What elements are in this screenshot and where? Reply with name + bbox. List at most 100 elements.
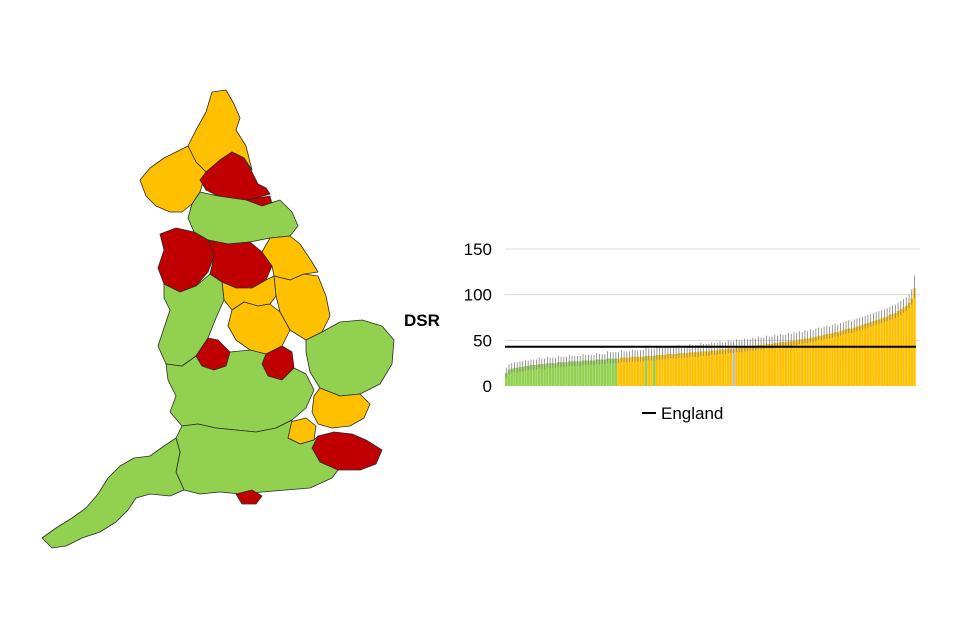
bar <box>584 360 587 386</box>
bar <box>683 353 686 386</box>
bar <box>705 351 708 386</box>
legend-england-label: England <box>661 404 723 423</box>
bar <box>548 363 552 386</box>
bar <box>614 358 618 386</box>
bar <box>713 350 716 386</box>
bar <box>562 362 566 386</box>
bar <box>524 365 527 386</box>
map-region-lancashire <box>157 227 215 293</box>
bar <box>535 364 538 386</box>
bar <box>877 319 881 386</box>
bar <box>688 352 692 386</box>
bar <box>806 338 809 386</box>
bar <box>820 335 823 386</box>
map-region-south-central <box>175 419 339 495</box>
bar <box>518 366 522 386</box>
bar <box>759 344 763 386</box>
bar <box>642 356 645 386</box>
bars <box>505 288 916 386</box>
bar <box>633 356 637 386</box>
bar <box>789 341 793 386</box>
bar <box>581 360 585 386</box>
bar <box>732 348 735 386</box>
bar <box>891 313 894 386</box>
y-tick-label: 50 <box>473 331 492 350</box>
bar <box>740 347 744 386</box>
bar <box>787 341 790 386</box>
bar <box>784 342 787 386</box>
bar <box>644 355 648 386</box>
bar <box>636 356 640 386</box>
bar <box>696 352 700 386</box>
bar <box>795 340 798 386</box>
bar <box>825 333 829 386</box>
bar <box>874 320 878 386</box>
bar <box>773 343 777 386</box>
bar <box>833 332 837 386</box>
bar <box>765 343 768 386</box>
bar <box>839 331 842 386</box>
bar <box>609 358 612 386</box>
map-region-south-yorkshire <box>221 275 277 311</box>
bar <box>762 344 766 386</box>
bar <box>842 330 845 386</box>
bar <box>735 347 738 386</box>
bar <box>565 362 568 386</box>
bar <box>674 354 678 386</box>
legend: England <box>642 404 723 423</box>
bar <box>817 335 820 386</box>
bar <box>669 354 672 386</box>
bar <box>694 352 697 386</box>
bar <box>551 363 555 386</box>
bar <box>869 322 872 386</box>
bar <box>776 343 779 386</box>
bar <box>661 354 664 386</box>
bar <box>726 348 730 386</box>
bar <box>888 314 892 386</box>
bar <box>663 354 667 386</box>
bar <box>691 352 694 386</box>
bar <box>677 353 681 386</box>
bar <box>505 373 508 386</box>
bar <box>576 361 579 386</box>
bar <box>811 337 815 386</box>
bar <box>768 343 771 386</box>
bar <box>631 356 634 386</box>
y-axis: 0 50 100 150 <box>464 240 492 396</box>
bar <box>595 359 598 386</box>
bar <box>710 350 714 386</box>
y-tick-label: 150 <box>464 240 492 259</box>
bar <box>748 346 752 386</box>
bar <box>814 336 818 386</box>
bar <box>532 364 535 386</box>
bar <box>625 357 629 386</box>
bar <box>743 346 746 386</box>
bar <box>852 327 856 386</box>
y-axis-label: DSR <box>404 311 440 330</box>
bar <box>622 357 626 386</box>
bar <box>896 311 900 386</box>
bar <box>792 340 796 386</box>
bar <box>515 367 519 386</box>
bar <box>757 344 760 386</box>
bar <box>529 364 533 386</box>
bar <box>598 359 601 386</box>
bar <box>883 317 886 386</box>
bar <box>647 355 650 386</box>
bar <box>526 365 530 386</box>
bar <box>737 347 741 386</box>
bar <box>658 354 661 386</box>
bar <box>559 362 563 386</box>
bar <box>652 355 656 386</box>
bar <box>537 364 541 386</box>
bar <box>863 323 867 386</box>
bar <box>828 333 831 386</box>
map-region-essex <box>311 387 371 429</box>
bar <box>894 312 897 386</box>
bar <box>578 361 582 386</box>
bar <box>809 337 812 386</box>
bar <box>913 288 916 386</box>
bar <box>611 358 615 386</box>
bar <box>847 328 851 386</box>
bar <box>907 302 911 386</box>
